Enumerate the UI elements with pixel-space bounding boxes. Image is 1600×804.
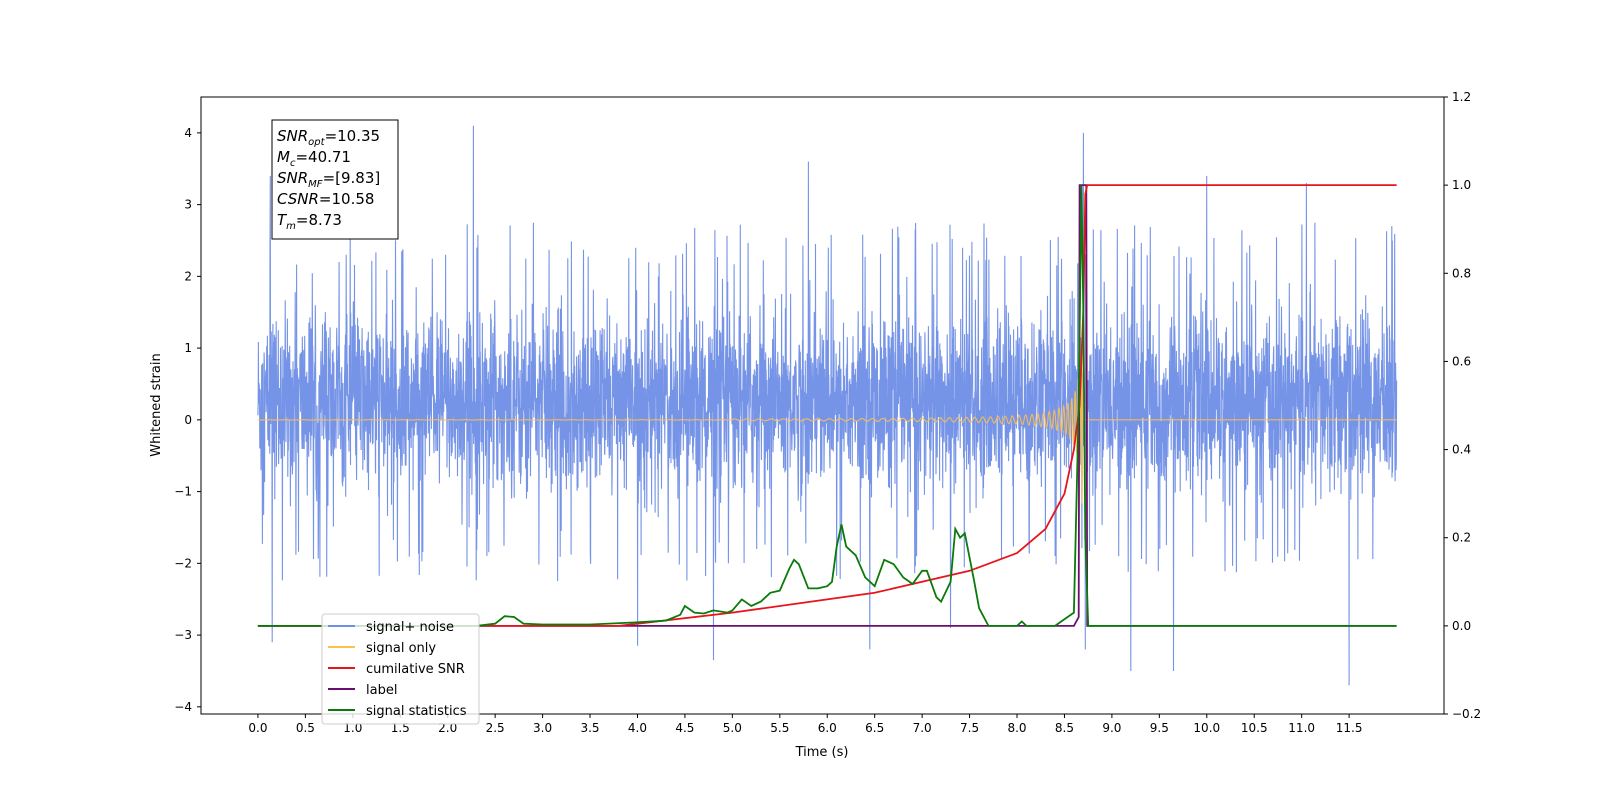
x-tick-label: 4.5 — [675, 721, 694, 735]
y-axis-right: −0.2 0.0 0.2 0.4 0.6 0.8 1.0 1.2 — [1444, 90, 1481, 721]
legend-entry: cumilative SNR — [366, 662, 465, 677]
x-tick-label: 10.5 — [1241, 721, 1268, 735]
y2-tick-label: 0.6 — [1452, 354, 1471, 368]
annotation-value: =10.35 — [325, 127, 381, 145]
y2-tick-label: −0.2 — [1452, 707, 1481, 721]
y-tick-label: −3 — [174, 628, 192, 642]
series-layer — [257, 125, 1398, 686]
annotation-symbol: M — [277, 148, 290, 166]
x-tick-label: 0.5 — [296, 721, 315, 735]
y-tick-label: 2 — [184, 269, 192, 283]
series-cumulative-snr-line — [257, 184, 1397, 627]
y2-tick-label: 0.4 — [1452, 443, 1471, 457]
y-tick-label: 0 — [184, 413, 192, 427]
annotation-symbol: CSNR — [277, 190, 319, 208]
y-tick-label: 3 — [184, 198, 192, 212]
x-tick-label: 9.5 — [1150, 721, 1169, 735]
x-tick-label: 11.0 — [1288, 721, 1315, 735]
x-tick-label: 3.5 — [580, 721, 599, 735]
x-tick-label: 2.5 — [486, 721, 505, 735]
annotation-symbol: SNR — [277, 169, 308, 187]
x-axis-label: Time (s) — [795, 745, 849, 760]
x-tick-label: 3.0 — [533, 721, 552, 735]
x-tick-label: 9.0 — [1102, 721, 1121, 735]
legend-frame — [321, 613, 480, 725]
x-tick-label: 4.0 — [628, 721, 647, 735]
annotation-line: Mc=40.71 — [277, 148, 351, 169]
series-signal-noise-line — [257, 125, 1398, 686]
y2-tick-label: 0.8 — [1452, 266, 1471, 280]
x-tick-label: 5.0 — [723, 721, 742, 735]
annotation-symbol: SNR — [277, 127, 308, 145]
annotation-line: Tm=8.73 — [277, 211, 342, 232]
y-tick-label: 1 — [184, 341, 192, 355]
stats-annotation-box: SNRopt=10.35Mc=40.71SNRMF=[9.83]CSNR=10.… — [271, 119, 399, 240]
series-signal-only-line — [257, 335, 1397, 504]
annotation-subscript: c — [290, 158, 296, 169]
annotation-box-frame — [271, 119, 399, 240]
annotation-subscript: m — [286, 221, 296, 232]
y-tick-label: −1 — [174, 485, 192, 499]
annotation-line: CSNR=10.58 — [277, 190, 374, 208]
legend-entry: signal statistics — [366, 704, 467, 719]
legend-entry: signal+ noise — [366, 620, 454, 635]
legend-entry: signal only — [366, 641, 436, 656]
y-axis-label: Whitened strain — [149, 353, 164, 456]
y2-tick-label: 0.2 — [1452, 531, 1471, 545]
x-tick-label: 6.5 — [865, 721, 884, 735]
x-tick-label: 6.0 — [818, 721, 837, 735]
x-tick-label: 10.0 — [1193, 721, 1220, 735]
series-label-line — [257, 184, 1397, 627]
y-tick-label: 4 — [184, 126, 192, 140]
annotation-subscript: MF — [308, 179, 323, 190]
annotation-value: =40.71 — [295, 148, 351, 166]
x-tick-label: 0.0 — [248, 721, 267, 735]
annotation-value: =[9.83] — [323, 169, 381, 187]
y-tick-label: −4 — [174, 700, 192, 714]
series-signal-statistics-line — [257, 185, 1397, 627]
y2-tick-label: 1.2 — [1452, 90, 1471, 104]
plot-frame — [200, 96, 1445, 715]
x-tick-label: 5.5 — [770, 721, 789, 735]
annotation-line: SNRopt=10.35 — [277, 127, 380, 148]
y2-tick-label: 0.0 — [1452, 619, 1471, 633]
x-tick-label: 7.0 — [913, 721, 932, 735]
x-tick-label: 8.0 — [1007, 721, 1026, 735]
legend-entry: label — [366, 683, 397, 698]
x-tick-label: 8.5 — [1055, 721, 1074, 735]
y2-tick-label: 1.0 — [1452, 178, 1471, 192]
legend: signal+ noise signal only cumilative SNR la… — [321, 613, 480, 725]
annotation-value: =8.73 — [296, 211, 342, 229]
annotation-subscript: opt — [308, 137, 325, 148]
x-tick-label: 7.5 — [960, 721, 979, 735]
y-tick-label: −2 — [174, 556, 192, 570]
annotation-value: =10.58 — [319, 190, 375, 208]
x-tick-label: 11.5 — [1336, 721, 1363, 735]
annotation-symbol: T — [277, 211, 288, 229]
annotation-line: SNRMF=[9.83] — [277, 169, 380, 190]
y-axis-left: −4 −3 −2 −1 0 1 2 3 4 — [174, 126, 201, 714]
